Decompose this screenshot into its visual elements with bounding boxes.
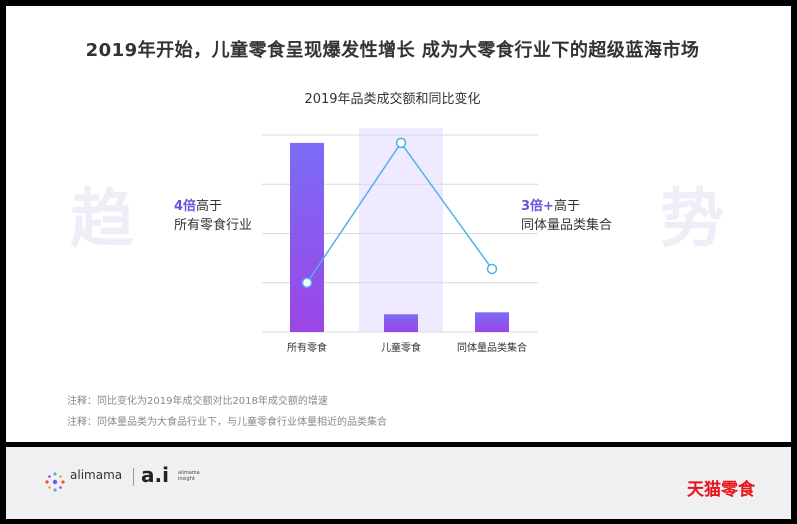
callout-right: 3倍+高于 同体量品类集合 [521,197,612,235]
callout-right-highlight: 3倍+ [521,199,554,214]
callout-left-rest: 高于 [196,199,223,214]
growth-point-0 [301,277,313,288]
category-label: 儿童零食 [381,341,421,354]
highlight-band [359,128,443,332]
alimama-wordmark: alimama [70,468,123,482]
callout-left-line2: 所有零食行业 [174,218,253,233]
ai-logo-subtitle: alimama insight [178,470,200,482]
growth-point-2 [486,263,498,275]
footer-bar [6,447,791,519]
category-label: 所有零食 [287,341,327,354]
callout-left: 4倍高于 所有零食行业 [174,197,252,235]
bar-0 [290,142,324,332]
callout-right-rest: 高于 [553,199,580,214]
bar-2 [475,312,509,332]
growth-point-1 [395,137,407,149]
ai-logo: a.i [141,463,169,487]
chart-title: 2019年品类成交额和同比变化 [304,92,481,107]
tmall-snacks-brand: 天猫零食 [687,480,755,500]
callout-right-line2: 同体量品类集合 [521,218,613,233]
alimama-logo-icon [45,472,65,492]
category-label: 同体量品类集合 [457,341,527,354]
page-headline: 2019年开始，儿童零食呈现爆发性增长 成为大零食行业下的超级蓝海市场 [85,40,700,61]
footer-divider [133,468,134,486]
bar-1 [384,314,418,332]
footnote-2: 注释：同体量品类为大食品行业下，与儿童零食行业体量相近的品类集合 [67,417,387,428]
background-char-left: 趋 [70,183,134,257]
background-char-right: 势 [660,183,724,257]
footnote-1: 注释：同比变化为2019年成交额对比2018年成交额的增速 [67,396,328,407]
callout-left-highlight: 4倍 [174,199,197,214]
